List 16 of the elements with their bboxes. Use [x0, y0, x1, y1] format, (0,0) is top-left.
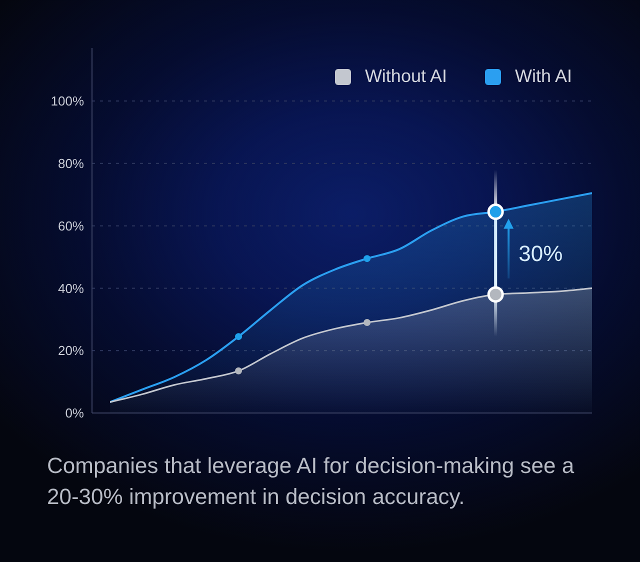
- y-tick-label: 80%: [58, 156, 84, 172]
- point: [487, 204, 504, 220]
- point: [487, 286, 504, 303]
- y-tick-label: 60%: [58, 218, 84, 234]
- y-tick-label: 100%: [50, 94, 84, 109]
- y-tick-label: 0%: [65, 406, 84, 421]
- legend-label: With AI: [514, 66, 572, 87]
- point: [235, 333, 242, 340]
- annotation: 30%: [518, 240, 563, 266]
- y-tick-label: 40%: [58, 280, 84, 296]
- legend-label: Without AI: [364, 66, 447, 87]
- point: [364, 319, 371, 326]
- point: [235, 367, 242, 374]
- point: [364, 255, 371, 262]
- text: Companies that leverage AI for decision-making see a 20-30% improvement in decision accuracy.: [47, 452, 576, 511]
- y-tick-label: 20%: [58, 343, 84, 358]
